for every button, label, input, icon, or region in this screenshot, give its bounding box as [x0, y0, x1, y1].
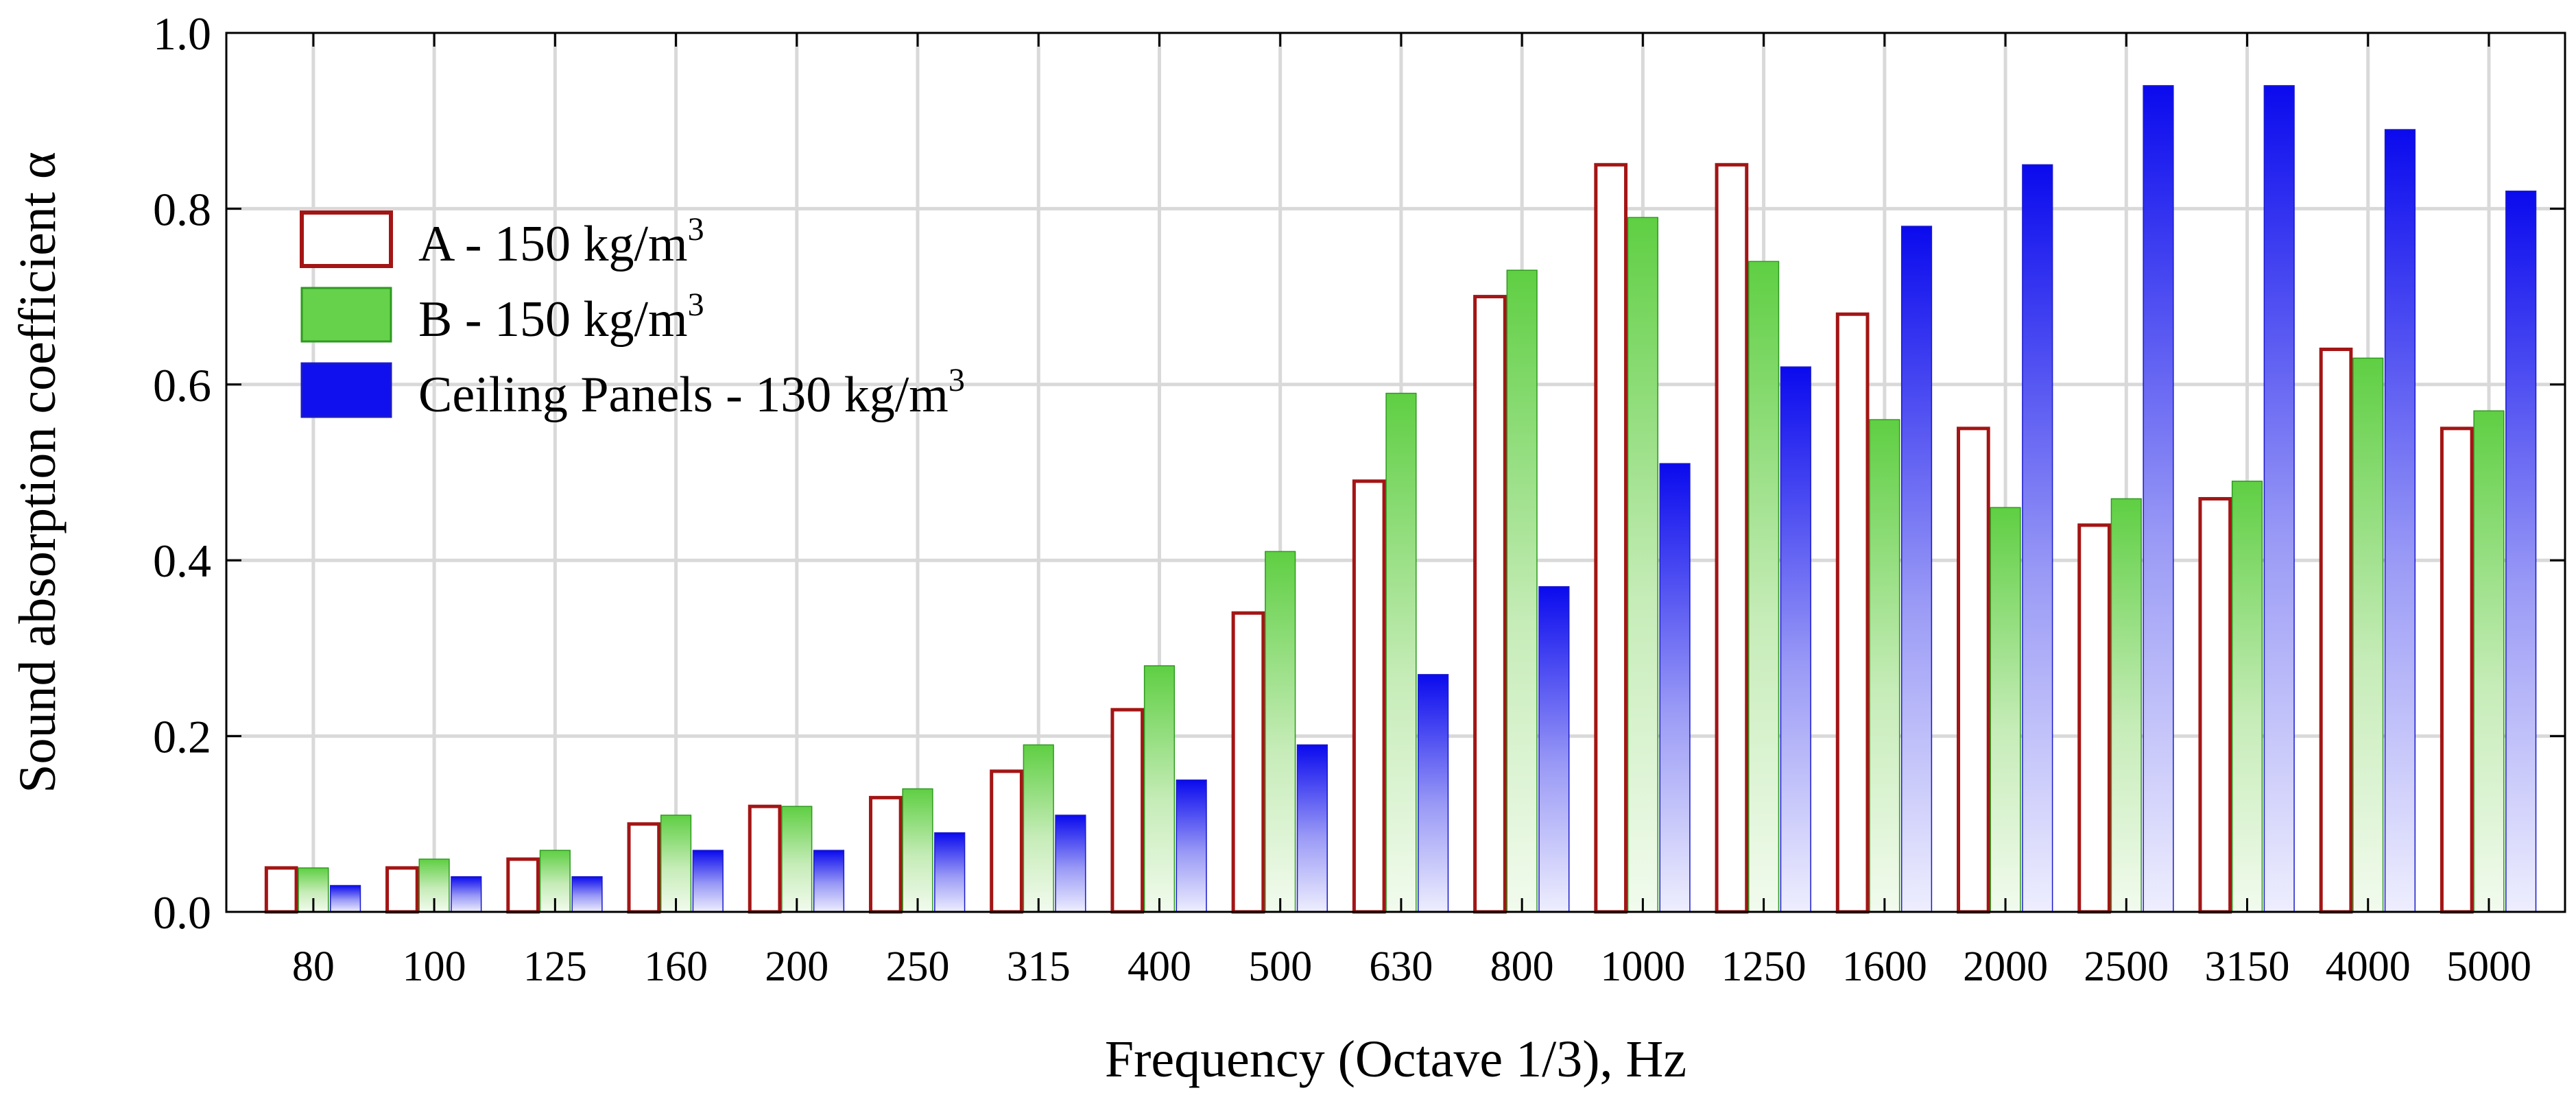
- x-tick-label: 100: [403, 943, 466, 990]
- bar-ceiling-160: [692, 849, 724, 913]
- bar-a-800: [1473, 295, 1507, 914]
- bar-ceiling-200: [813, 849, 845, 913]
- bar-ceiling-80: [329, 884, 361, 913]
- bar-a-4000: [2319, 348, 2353, 914]
- x-tick-label: 800: [1490, 943, 1554, 990]
- x-axis-title: Frequency (Octave 1/3), Hz: [1105, 1030, 1686, 1088]
- y-tick-label: 0.0: [153, 887, 211, 939]
- y-tick-label: 0.2: [153, 711, 211, 763]
- bar-ceiling-1600: [1900, 226, 1933, 913]
- bar-a-1250: [1715, 162, 1749, 914]
- bar-a-2000: [1957, 426, 1990, 914]
- bar-b-500: [1265, 551, 1296, 913]
- bar-ceiling-500: [1296, 744, 1328, 913]
- bar-a-5000: [2440, 426, 2474, 914]
- bar-ceiling-125: [571, 876, 603, 913]
- x-tick-label: 2000: [1963, 943, 2048, 990]
- bars: [264, 85, 2537, 914]
- bar-b-315: [1023, 744, 1054, 913]
- bar-ceiling-100: [451, 876, 482, 913]
- bar-b-2000: [1990, 507, 2021, 913]
- bar-a-3150: [2198, 496, 2232, 914]
- bar-a-400: [1110, 708, 1145, 914]
- bar-ceiling-5000: [2505, 191, 2537, 913]
- legend-swatch-a: [300, 210, 393, 268]
- bar-ceiling-2500: [2143, 85, 2174, 913]
- bar-b-800: [1506, 269, 1538, 913]
- bar-ceiling-315: [1055, 815, 1086, 913]
- x-tick-label: 160: [644, 943, 708, 990]
- bar-a-250: [868, 795, 903, 914]
- x-tick-label: 200: [765, 943, 828, 990]
- legend-swatch-b: [300, 287, 392, 343]
- bar-b-200: [781, 806, 813, 913]
- x-tick-label: 1600: [1842, 943, 1927, 990]
- x-tick-label: 630: [1369, 943, 1433, 990]
- x-tick-label: 400: [1128, 943, 1191, 990]
- bar-a-1600: [1835, 312, 1870, 914]
- bar-b-630: [1385, 392, 1417, 913]
- legend-label-ceiling: Ceiling Panels - 130 kg/m3: [418, 362, 965, 423]
- bar-b-5000: [2473, 410, 2505, 913]
- x-tick-label: 5000: [2446, 943, 2531, 990]
- legend-label-b: B - 150 kg/m3: [418, 287, 704, 348]
- x-tick-label: 4000: [2326, 943, 2411, 990]
- bar-ceiling-800: [1538, 586, 1570, 913]
- x-tick-label: 2500: [2084, 943, 2169, 990]
- bar-a-80: [264, 866, 298, 914]
- x-tick-label: 3150: [2205, 943, 2290, 990]
- bar-ceiling-4000: [2384, 129, 2416, 913]
- bar-a-160: [627, 822, 661, 914]
- bar-b-3150: [2231, 481, 2263, 913]
- x-tick-label: 1250: [1721, 943, 1806, 990]
- bar-b-160: [660, 815, 692, 913]
- bar-ceiling-630: [1418, 674, 1449, 913]
- bar-b-2500: [2110, 498, 2142, 913]
- bar-b-1600: [1869, 419, 1900, 913]
- legend-label-a: A - 150 kg/m3: [418, 211, 704, 272]
- x-tick-label: 1000: [1600, 943, 1685, 990]
- bar-b-250: [902, 788, 933, 913]
- plot-frame: [225, 32, 2566, 913]
- bar-a-315: [990, 769, 1023, 914]
- legend-swatch-ceiling: [300, 362, 392, 418]
- x-tick-label: 315: [1007, 943, 1071, 990]
- bar-a-1000: [1594, 162, 1628, 914]
- bar-a-630: [1352, 479, 1386, 914]
- bar-ceiling-1250: [1780, 366, 1811, 913]
- bar-ceiling-1000: [1659, 463, 1691, 913]
- axis-ticks: 0.0 0.2 0.4 0.6 0.8 1.0 80 100 125 160 200 250 315 40…: [153, 8, 2565, 990]
- y-tick-label: 0.6: [153, 359, 211, 411]
- y-tick-label: 1.0: [153, 8, 211, 60]
- y-axis-title: Sound absorption coefficient α: [9, 152, 67, 793]
- bar-b-1250: [1748, 261, 1780, 913]
- x-tick-label: 500: [1248, 943, 1312, 990]
- bar-b-4000: [2352, 357, 2384, 913]
- bar-a-100: [385, 866, 419, 914]
- bar-a-125: [506, 857, 540, 914]
- bar-a-500: [1231, 611, 1265, 914]
- bar-a-200: [748, 804, 782, 914]
- x-tick-label: 250: [886, 943, 950, 990]
- bar-ceiling-250: [934, 832, 966, 913]
- y-tick-label: 0.8: [153, 183, 211, 235]
- bar-a-2500: [2077, 523, 2111, 914]
- bar-ceiling-3150: [2263, 85, 2295, 913]
- bar-ceiling-2000: [2022, 164, 2053, 913]
- legend: A - 150 kg/m3 B - 150 kg/m3 Ceiling Panels…: [300, 210, 965, 423]
- bar-b-1000: [1627, 217, 1658, 913]
- x-tick-label: 80: [292, 943, 335, 990]
- bar-b-400: [1143, 665, 1176, 913]
- x-tick-label: 125: [523, 943, 587, 990]
- y-tick-label: 0.4: [153, 535, 211, 587]
- bar-ceiling-400: [1176, 779, 1207, 913]
